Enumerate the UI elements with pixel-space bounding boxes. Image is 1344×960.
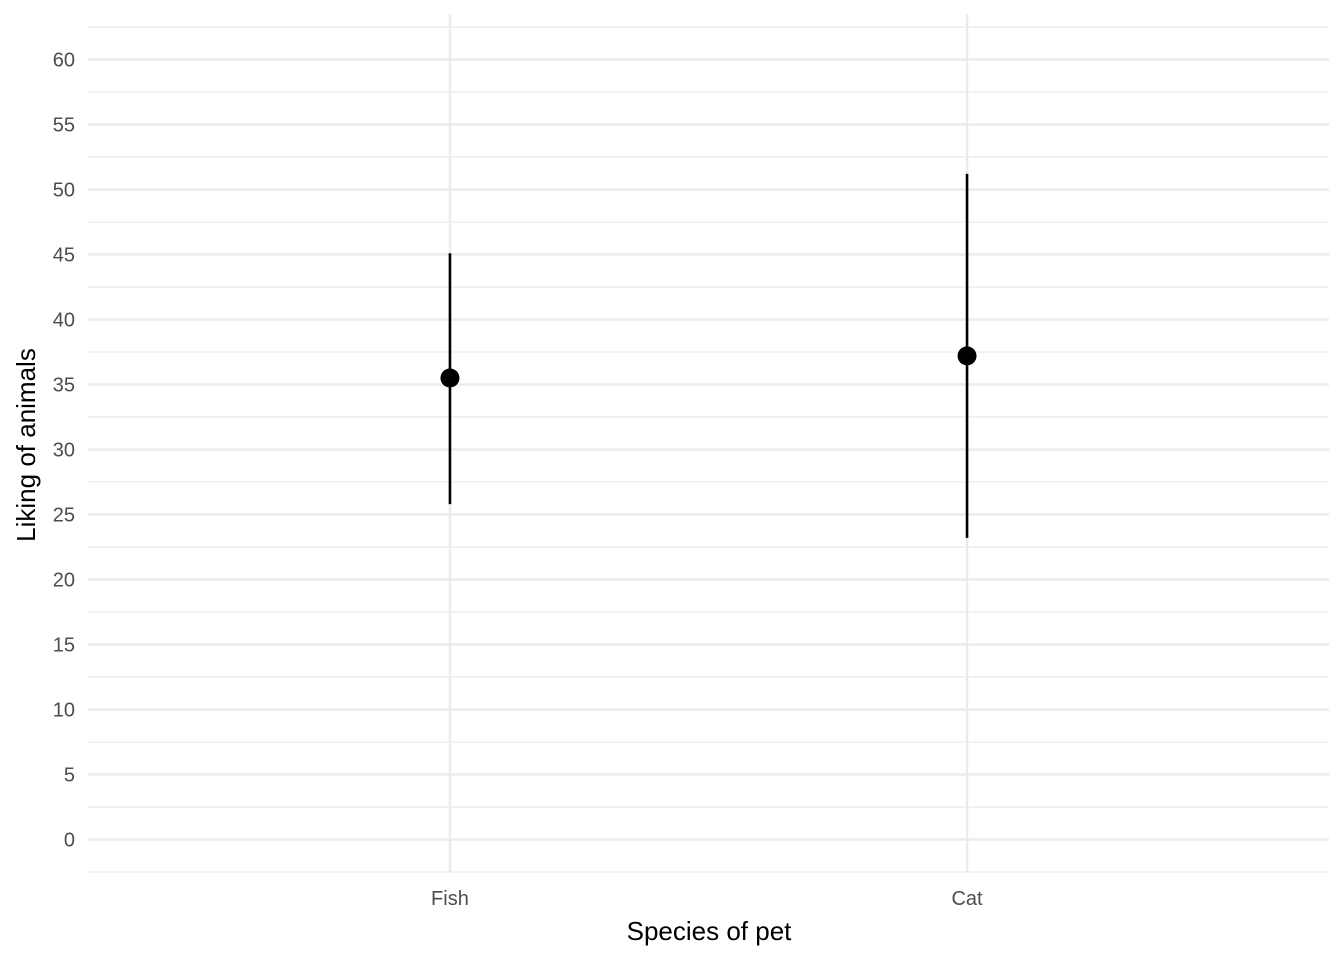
y-tick-label: 55 [53, 115, 75, 137]
data-point [957, 346, 977, 366]
y-tick-label: 25 [53, 505, 75, 527]
y-tick-label: 20 [53, 570, 75, 592]
y-tick-label: 40 [53, 310, 75, 332]
grid-lines [88, 14, 1329, 873]
y-tick-label: 35 [53, 375, 75, 397]
y-tick-label: 30 [53, 440, 75, 462]
y-tick-labels: 0 5 10 15 20 25 30 35 40 45 50 55 60 [53, 50, 75, 852]
x-tick-label: Fish [431, 888, 469, 910]
x-tick-labels: Fish Cat [431, 888, 983, 910]
y-tick-label: 45 [53, 245, 75, 267]
y-tick-label: 10 [53, 700, 75, 722]
x-axis-title: Species of pet [627, 916, 793, 946]
y-tick-label: 0 [64, 830, 75, 852]
y-tick-label: 60 [53, 50, 75, 72]
x-tick-label: Cat [951, 888, 983, 910]
data-marks [440, 173, 977, 538]
data-point [440, 368, 460, 388]
y-tick-label: 50 [53, 180, 75, 202]
y-tick-label: 15 [53, 635, 75, 657]
y-tick-label: 5 [64, 765, 75, 787]
y-axis-title: Liking of animals [11, 348, 41, 542]
